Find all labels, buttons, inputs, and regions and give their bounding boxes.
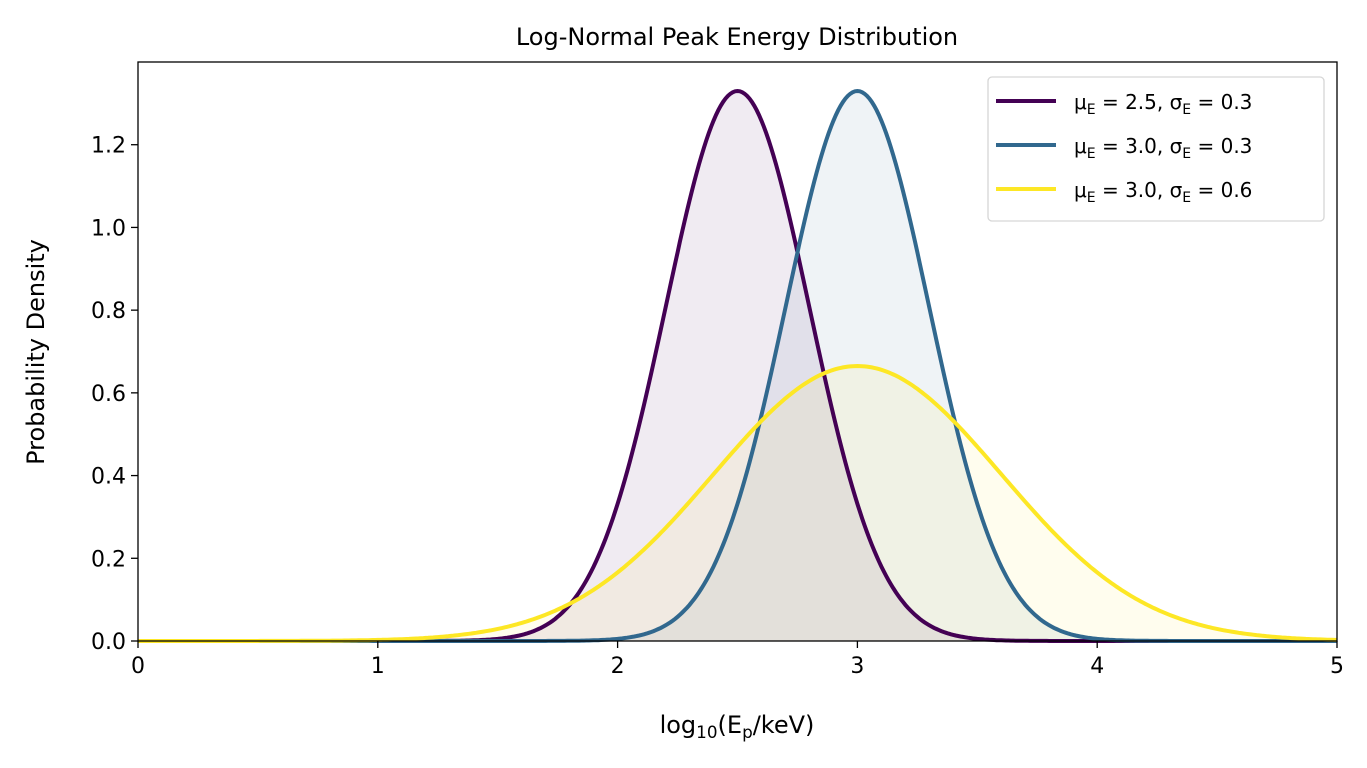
y-tick-label: 1.2 <box>91 134 126 159</box>
x-tick-label: 1 <box>371 654 385 679</box>
plot-frame <box>137 61 1338 642</box>
x-tick-label: 2 <box>611 654 625 679</box>
y-axis: 0.0 0.2 0.4 0.6 0.8 1.0 1.2 <box>91 134 138 655</box>
y-tick-label: 1.0 <box>91 216 126 241</box>
x-tick-label: 0 <box>131 654 145 679</box>
curve-fill <box>138 91 1337 641</box>
x-tick-label: 4 <box>1090 654 1104 679</box>
y-axis-label: Probability Density <box>22 239 50 465</box>
curve-fill <box>138 91 1337 641</box>
chart-title: Log-Normal Peak Energy Distribution <box>516 23 958 51</box>
legend-label: μE = 3.0, σE = 0.6 <box>1074 178 1252 206</box>
x-axis: 0 1 2 3 4 5 <box>131 641 1344 679</box>
x-axis-label: log10(Ep/keV) <box>660 711 815 742</box>
y-tick-label: 0.8 <box>91 299 126 324</box>
y-tick-label: 0.2 <box>91 547 126 572</box>
x-tick-label: 5 <box>1330 654 1344 679</box>
legend-box <box>987 76 1325 222</box>
legend-label: μE = 2.5, σE = 0.3 <box>1074 90 1252 118</box>
x-tick-label: 3 <box>850 654 864 679</box>
y-tick-label: 0.0 <box>91 630 126 655</box>
legend: μE = 2.5, σE = 0.3 μE = 3.0, σE = 0.3 μE =… <box>987 76 1325 222</box>
legend-label: μE = 3.0, σE = 0.3 <box>1074 134 1252 162</box>
y-tick-label: 0.4 <box>91 465 126 490</box>
y-tick-label: 0.6 <box>91 382 126 407</box>
